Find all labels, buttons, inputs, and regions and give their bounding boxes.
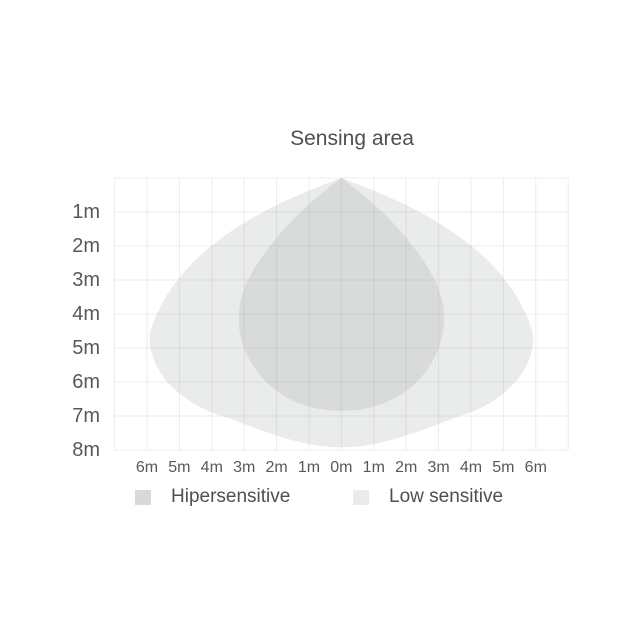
- x-tick-label: 4m: [200, 459, 223, 476]
- x-tick-label: 1m: [362, 459, 385, 476]
- x-axis: 6m 5m 4m 3m 2m 1m 0m 1m 2m 3m 4m 5m 6m: [0, 457, 640, 479]
- x-tick-label: 6m: [524, 459, 547, 476]
- legend-label-hipersensitive: Hipersensitive: [171, 486, 291, 507]
- x-tick-label: 1m: [297, 459, 321, 476]
- x-tick-label: 2m: [395, 459, 418, 476]
- y-tick-label: 2m: [72, 235, 100, 257]
- x-tick-label: 2m: [265, 459, 288, 476]
- y-tick-label: 4m: [72, 303, 100, 325]
- hipersensitive-swatch-icon: [135, 489, 151, 505]
- y-tick-label: 3m: [72, 269, 100, 291]
- x-tick-label: 3m: [427, 459, 450, 476]
- legend-label-low-sensitive: Low sensitive: [389, 486, 504, 507]
- y-tick-label: 5m: [72, 337, 100, 359]
- y-tick-label: 8m: [72, 439, 100, 461]
- chart-title: Sensing area: [290, 127, 414, 150]
- legend-item-low-sensitive: Low sensitive: [353, 486, 504, 507]
- legend-item-hipersensitive: Hipersensitive: [135, 486, 291, 507]
- series-hipersensitive: [238, 178, 445, 411]
- x-tick-label: 5m: [492, 459, 515, 476]
- legend: Hipersensitive Low sensitive: [0, 486, 640, 508]
- grid-lines: [114, 177, 569, 451]
- low-sensitive-swatch-icon: [353, 489, 369, 505]
- x-tick-label: 6m: [135, 459, 159, 476]
- y-tick-label: 6m: [72, 371, 100, 393]
- y-tick-label: 1m: [72, 201, 100, 223]
- x-tick-label: 3m: [233, 459, 256, 476]
- y-axis: 1m 2m 3m 4m 5m 6m 7m 8m: [0, 0, 100, 640]
- x-tick-label: 4m: [459, 459, 483, 476]
- x-tick-label: 0m: [330, 459, 353, 476]
- sensing-shapes: [149, 178, 534, 448]
- x-tick-label: 5m: [168, 459, 191, 476]
- y-tick-label: 7m: [72, 405, 100, 427]
